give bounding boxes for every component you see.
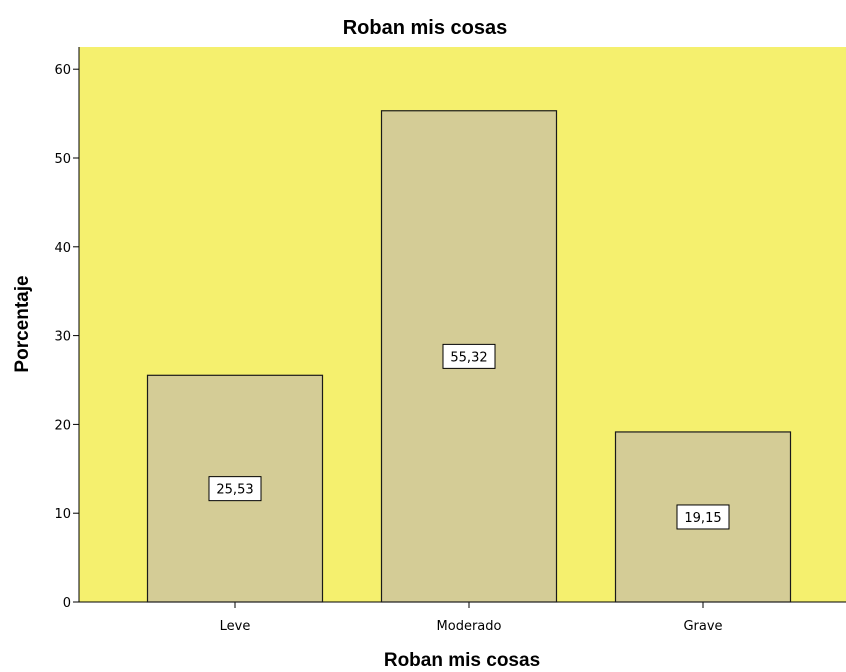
- data-label: 55,32: [450, 350, 487, 365]
- y-tick-label: 40: [54, 241, 71, 256]
- y-tick-label: 60: [54, 63, 71, 78]
- data-label-box: [442, 343, 496, 369]
- y-tick-label: 10: [54, 507, 71, 522]
- data-label-box: [208, 476, 262, 502]
- y-axis-title: Porcentaje: [12, 275, 33, 372]
- y-tick-label: 20: [54, 418, 71, 433]
- y-tick-label: 30: [54, 330, 71, 345]
- x-tick-label: Leve: [220, 619, 251, 634]
- x-axis: Leve Moderado Grave: [79, 601, 846, 634]
- chart-title: Roban mis cosas: [343, 17, 508, 39]
- bars: 25,53 55,32 19,15: [146, 110, 792, 603]
- y-tick-label: 50: [54, 152, 71, 167]
- x-tick-label: Grave: [683, 619, 722, 634]
- x-axis-title: Roban mis cosas: [384, 650, 540, 671]
- y-tick-label: 0: [63, 596, 71, 611]
- x-tick-label: Moderado: [437, 619, 502, 634]
- y-axis: 0 10 20 30 40 50 60: [54, 47, 80, 611]
- data-label: 25,53: [216, 483, 253, 498]
- data-label: 19,15: [684, 511, 721, 526]
- data-label-box: [676, 504, 730, 530]
